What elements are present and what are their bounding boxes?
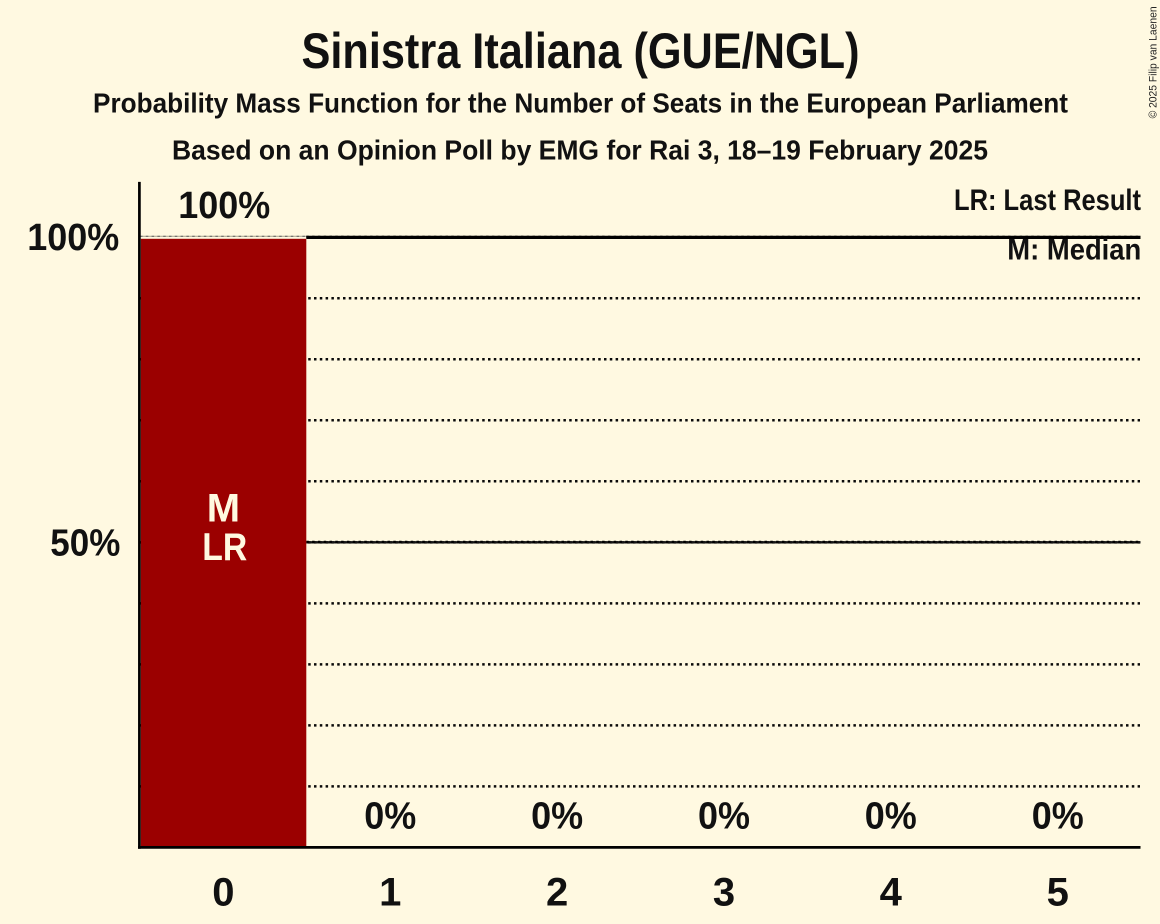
svg-text:LR: LR [202,526,247,569]
svg-text:100%: 100% [178,185,270,227]
svg-text:0%: 0% [531,795,583,837]
svg-text:0%: 0% [865,795,917,837]
svg-text:100%: 100% [27,217,119,259]
svg-text:4: 4 [880,870,903,914]
svg-text:M: Median: M: Median [1007,233,1141,266]
svg-text:Probability Mass Function for: Probability Mass Function for the Number… [93,87,1068,118]
svg-text:1: 1 [379,870,401,914]
svg-text:2: 2 [546,870,568,914]
svg-text:50%: 50% [50,523,120,565]
svg-text:0%: 0% [698,795,750,837]
svg-text:3: 3 [713,870,735,914]
svg-text:0%: 0% [364,795,416,837]
svg-text:Based on an Opinion Poll by EM: Based on an Opinion Poll by EMG for Rai … [172,135,988,166]
svg-text:Sinistra Italiana (GUE/NGL): Sinistra Italiana (GUE/NGL) [302,23,860,79]
svg-text:5: 5 [1047,870,1069,914]
svg-text:M: M [207,487,240,531]
svg-text:0%: 0% [1032,795,1084,837]
svg-text:© 2025 Filip van Laenen: © 2025 Filip van Laenen [1148,6,1160,118]
svg-text:LR: Last Result: LR: Last Result [954,184,1141,217]
svg-text:0: 0 [212,870,234,914]
